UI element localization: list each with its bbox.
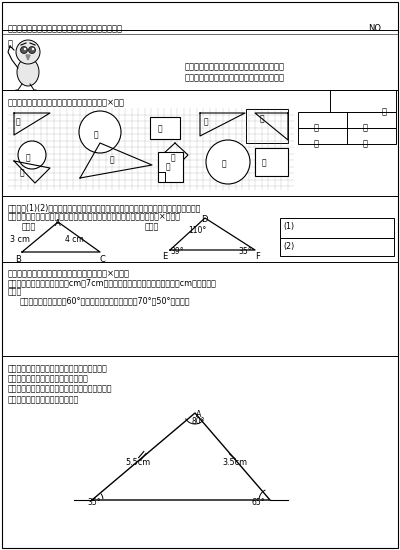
Text: 4 cm: 4 cm: [65, 235, 84, 244]
Text: 大きさのほかに、何がわかればかくことができるでしょう。（１０点×２問）: 大きさのほかに、何がわかればかくことができるでしょう。（１０点×２問）: [8, 212, 181, 221]
Text: 名前（　　　　　　　　　　　　　　　　）: 名前（ ）: [185, 73, 285, 82]
Text: （図形１０点　説明１０点）　Ａ: （図形１０点 説明１０点） Ａ: [8, 395, 79, 404]
Text: カ: カ: [26, 153, 31, 162]
Text: イ: イ: [94, 130, 99, 139]
Text: 39°: 39°: [170, 247, 184, 256]
Circle shape: [79, 111, 121, 153]
Ellipse shape: [17, 58, 39, 86]
Text: 3.5cm: 3.5cm: [222, 458, 247, 467]
Text: 35°: 35°: [238, 247, 252, 256]
Text: かき方を文章で説明しましょう。: かき方を文章で説明しましょう。: [8, 374, 89, 383]
Text: キ: キ: [20, 168, 25, 177]
Bar: [298, 112, 396, 128]
Text: また、実際（じっさい）にかいてみましょう。: また、実際（じっさい）にかいてみましょう。: [8, 384, 112, 393]
Text: ケ: ケ: [171, 153, 176, 162]
Circle shape: [28, 47, 36, 53]
Text: １　合同な図形を見つけましょう。（１０点×４）: １ 合同な図形を見つけましょう。（１０点×４）: [8, 98, 125, 107]
Text: シ: シ: [262, 158, 267, 167]
Text: 5.5cm: 5.5cm: [125, 458, 150, 467]
Text: C: C: [100, 255, 106, 264]
Bar: [330, 90, 396, 112]
Text: ２　下の(1)(2)の三角形と合同な三角形をかくには、下の図にかかれた辺の長さや角の: ２ 下の(1)(2)の三角形と合同な三角形をかくには、下の図にかかれた辺の長さや…: [8, 203, 201, 212]
Text: （１）: （１）: [22, 222, 36, 231]
Text: ウ: ウ: [158, 124, 163, 133]
Text: １: １: [8, 39, 13, 48]
Bar: [8, 108, 294, 190]
Text: サ: サ: [222, 159, 227, 168]
Text: 点: 点: [382, 107, 387, 116]
Text: 35°: 35°: [87, 498, 101, 507]
Circle shape: [206, 140, 250, 184]
Bar: [255, 148, 288, 176]
Text: D: D: [201, 215, 208, 224]
Text: A: A: [55, 219, 61, 228]
Text: E: E: [162, 252, 167, 261]
Text: ３　次の三角形をかきましょう　　（１０点×２問）: ３ 次の三角形をかきましょう （１０点×２問）: [8, 269, 130, 278]
Text: エ: エ: [204, 117, 209, 126]
Circle shape: [18, 141, 46, 169]
Circle shape: [24, 48, 26, 50]
Text: 小学校５年生　算数　単元名　　６　　合同な図形: 小学校５年生 算数 単元名 ６ 合同な図形: [8, 24, 123, 33]
Text: ２　下の三角形ＡＢＣと合同な三角形ＤＥＦの: ２ 下の三角形ＡＢＣと合同な三角形ＤＥＦの: [8, 364, 108, 373]
Text: と: と: [314, 139, 318, 148]
Text: オ: オ: [260, 114, 265, 123]
Circle shape: [16, 40, 40, 64]
Text: 80°: 80°: [192, 417, 206, 426]
Text: A: A: [196, 410, 202, 419]
Bar: [298, 128, 396, 144]
Text: （　　　　）年（　　　）組（　　　　）番: （ ）年（ ）組（ ）番: [185, 62, 285, 71]
Bar: [280, 238, 394, 256]
Text: (2): (2): [283, 242, 294, 251]
Text: 3 cm: 3 cm: [10, 235, 30, 244]
Text: （１）２つの辺の長さが４cm、7cmで、　　（２）１つの辺の長さが６cmで、その両: （１）２つの辺の長さが４cm、7cmで、 （２）１つの辺の長さが６cmで、その両: [8, 278, 217, 287]
Text: コ: コ: [166, 162, 171, 171]
Text: はしの: はしの: [8, 287, 22, 296]
Bar: [280, 218, 394, 238]
Circle shape: [20, 47, 28, 53]
Text: ア: ア: [16, 117, 21, 126]
Text: (1): (1): [283, 222, 294, 231]
Text: その間の角の大きさが60°の三角形　　角の大きさが70°と50°の三角形: その間の角の大きさが60°の三角形 角の大きさが70°と50°の三角形: [20, 296, 190, 305]
Bar: [246, 109, 288, 143]
Bar: [158, 152, 183, 182]
Text: 65°: 65°: [252, 498, 266, 507]
Text: と: と: [362, 123, 368, 132]
Text: （２）: （２）: [145, 222, 159, 231]
Circle shape: [32, 48, 34, 50]
Polygon shape: [26, 55, 30, 60]
Text: B: B: [15, 255, 21, 264]
Text: ク: ク: [110, 155, 115, 164]
Text: と: と: [314, 123, 318, 132]
Text: F: F: [255, 252, 260, 261]
Text: と: と: [362, 139, 368, 148]
Text: NO: NO: [368, 24, 381, 33]
Bar: [150, 117, 180, 139]
Text: 110°: 110°: [188, 226, 206, 235]
